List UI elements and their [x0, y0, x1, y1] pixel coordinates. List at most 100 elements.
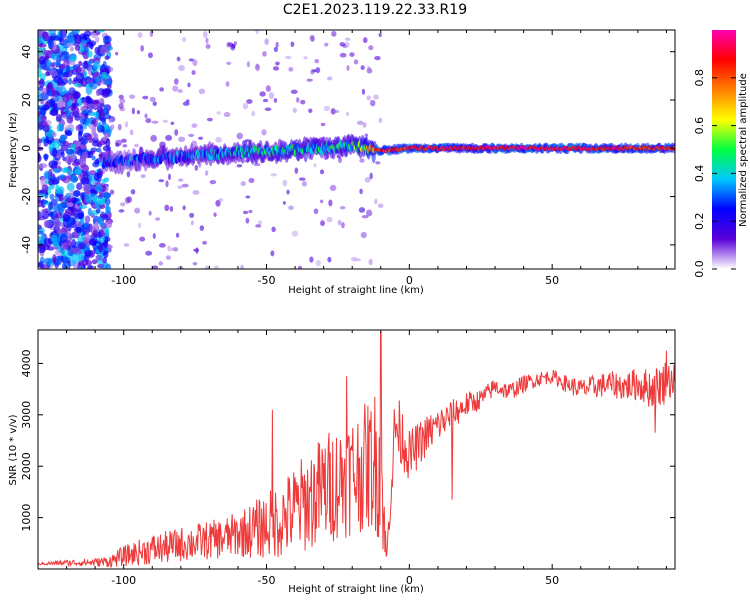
spectrogram-speckle — [290, 89, 298, 94]
spectrogram-speckle — [255, 63, 260, 70]
spectrogram-noise-mark — [38, 43, 47, 48]
spectrogram-speckle — [119, 98, 126, 104]
spectrogram-noise-mark — [43, 237, 52, 248]
spectrogram-speckle — [270, 173, 278, 177]
spectrogram-x-tick-label: 0 — [406, 274, 413, 287]
spectrogram-speckle — [320, 220, 325, 227]
spectrogram-speckle — [323, 105, 331, 111]
spectrogram-noise-mark — [105, 138, 111, 148]
spectrogram-noise-mark — [57, 246, 64, 253]
spectrogram-noise-mark — [94, 221, 99, 230]
spectrogram-speckle — [172, 85, 179, 92]
spectrogram-noise-mark — [87, 207, 92, 217]
spectrogram-noise-mark — [95, 89, 101, 97]
spectrogram-speckle — [109, 189, 115, 195]
spectrogram-y-tick-label: 40 — [20, 45, 33, 59]
spectrogram-speckle — [205, 44, 211, 49]
spectrogram-noise-mark — [74, 44, 81, 51]
spectrogram-noise-mark — [48, 39, 54, 49]
spectrogram-speckle — [149, 96, 156, 102]
spectrogram-speckle — [369, 172, 373, 180]
spectrogram-noise-mark — [80, 217, 85, 226]
spectrogram-speckle — [158, 243, 166, 248]
spectrogram-speckle — [345, 37, 351, 41]
spectrogram-speckle — [189, 212, 195, 218]
spectrogram-speckle — [253, 162, 261, 167]
spectrogram-noise-mark — [55, 184, 60, 195]
spectrogram-speckle — [361, 214, 369, 219]
spectrogram-speckle — [206, 117, 213, 122]
colorbar-tick-label: 0.6 — [693, 117, 706, 135]
spectrogram-speckle — [273, 98, 278, 103]
snr-y-tick-label: 3000 — [20, 401, 33, 429]
spectrogram-speckle — [218, 198, 224, 202]
spectrogram-noise-mark — [59, 135, 67, 142]
snr-y-tick-label: 2000 — [20, 452, 33, 480]
spectrogram-noise-mark — [38, 224, 42, 230]
spectrogram-speckle — [173, 247, 179, 252]
spectrogram-noise-mark — [65, 148, 75, 155]
spectrogram-speckle — [148, 210, 152, 216]
spectrogram-noise-mark — [38, 261, 44, 269]
spectrogram-speckle — [202, 31, 208, 38]
spectrogram-noise-mark — [106, 220, 113, 229]
spectrogram-noise-mark — [94, 36, 100, 43]
spectrogram-speckle — [198, 88, 206, 95]
spectrogram-noise-mark — [68, 36, 75, 43]
spectrogram-speckle — [134, 143, 139, 148]
spectrogram-noise-mark — [88, 81, 94, 88]
spectrogram-noise-mark — [40, 209, 46, 215]
spectrogram-speckle — [152, 101, 157, 106]
spectrogram-noise-mark — [84, 112, 89, 119]
spectrogram-noise-mark — [93, 172, 100, 181]
spectrogram-speckle — [245, 217, 250, 224]
snr-y-ticks: 1000 2000 3000 4000 — [20, 349, 675, 532]
spectrogram-noise-mark — [38, 142, 42, 147]
spectrogram-speckle — [108, 118, 113, 123]
figure-title: C2E1.2023.119.22.33.R19 — [283, 2, 467, 18]
spectrogram-noise-mark — [58, 123, 65, 132]
spectrogram-speckle — [150, 134, 158, 142]
spectrogram-speckle — [115, 142, 120, 147]
spectrogram-speckle — [339, 206, 346, 210]
spectrogram-speckle — [233, 41, 237, 46]
spectrogram-speckle — [367, 66, 371, 71]
spectrogram-speckle — [275, 41, 279, 48]
spectrogram-noise-mark — [88, 234, 95, 239]
spectrogram-speckle — [192, 261, 198, 266]
spectrogram-speckle — [271, 226, 276, 233]
spectrogram-speckle — [333, 109, 340, 113]
spectrogram-speckle — [326, 76, 333, 81]
spectrogram-noise-mark — [39, 120, 48, 128]
spectrogram-speckle — [337, 219, 342, 226]
snr-marks — [38, 332, 675, 569]
spectrogram-speckle — [140, 45, 145, 52]
spectrogram-noise-mark — [43, 153, 48, 162]
spectrogram-noise-mark — [98, 229, 105, 238]
spectrogram-speckle — [191, 123, 198, 128]
spectrogram-speckle — [373, 94, 379, 100]
spectrogram-noise-mark — [84, 250, 93, 257]
spectrogram-noise-mark — [98, 197, 106, 206]
spectrogram-speckle — [298, 177, 306, 181]
spectrogram-noise-mark — [66, 232, 73, 242]
spectrogram-noise-mark — [48, 178, 55, 186]
spectrogram-speckle — [176, 56, 181, 62]
spectrogram-speckle — [181, 183, 189, 188]
spectrogram-speckle — [368, 45, 374, 51]
spectrogram-speckle — [375, 161, 381, 165]
spectrogram-noise-mark — [39, 107, 47, 116]
spectrogram-speckle — [131, 107, 135, 115]
spectrogram-speckle — [358, 207, 366, 213]
spectrogram-noise-mark — [100, 64, 106, 70]
spectrogram-speckle — [248, 209, 253, 214]
spectrogram-speckle — [312, 69, 317, 73]
spectrogram-speckle — [209, 180, 217, 185]
spectrogram-noise-mark — [38, 30, 44, 38]
spectrogram-speckle — [346, 111, 350, 116]
spectrogram-noise-mark — [42, 31, 50, 42]
spectrogram-speckle — [187, 82, 191, 88]
spectrogram-noise-mark — [53, 217, 61, 227]
spectrogram-noise-mark — [99, 45, 108, 55]
